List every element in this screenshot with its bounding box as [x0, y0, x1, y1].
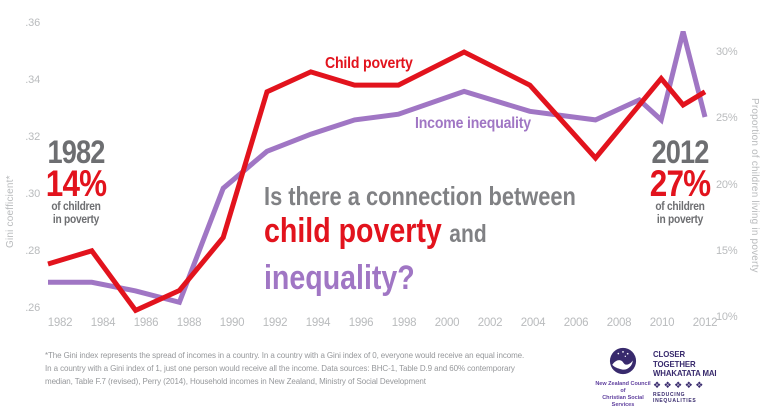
headline-and: and: [449, 220, 487, 248]
annotation-2012: 2012 27% of children in poverty: [649, 134, 711, 226]
headline-line1: Is there a connection between: [264, 181, 576, 211]
annotation-1982-sub2: in poverty: [52, 212, 100, 226]
nzccss-logo-icon: [609, 347, 637, 375]
gini-tick-label: .26: [25, 302, 40, 314]
year-tick-label: 1998: [391, 317, 417, 329]
year-tick-label: 2008: [606, 317, 632, 329]
annotation-1982-sub1: of children: [51, 199, 101, 213]
year-tick-label: 1990: [219, 317, 245, 329]
footnote-line1: *The Gini index represents the spread of…: [45, 351, 525, 360]
headline: Is there a connection between child pove…: [264, 182, 635, 297]
annotation-2012-percent: 27%: [649, 163, 711, 204]
headline-line2: child poverty and: [264, 212, 576, 257]
annotation-1982-percent: 14%: [45, 163, 107, 204]
gini-tick-label: .34: [25, 74, 40, 86]
annotation-2012-year: 2012: [651, 134, 709, 170]
annotation-2012-sub2: in poverty: [656, 212, 704, 226]
year-tick-label: 2012: [692, 317, 718, 329]
child-poverty-line: [47, 49, 707, 314]
income-inequality-line: [48, 30, 708, 306]
percent-tick-label: 10%: [716, 311, 738, 323]
percent-tick-label: 15%: [716, 245, 738, 257]
nzccss-logo-text1: New Zealand Council of: [595, 381, 651, 394]
headline-child-poverty: child poverty: [264, 212, 442, 250]
income-inequality-series-label: Income inequality: [415, 115, 531, 132]
footnote-line2: In a country with a Gini index of 1, jus…: [45, 364, 515, 373]
gini-tick-label: .30: [25, 188, 40, 200]
annotation-2012-sub1: of children: [655, 199, 705, 213]
year-tick-label: 1996: [348, 317, 374, 329]
gini-axis-title: Gini coefficient*: [5, 175, 16, 248]
percent-tick-label: 20%: [716, 179, 738, 191]
year-tick-label: 2006: [563, 317, 589, 329]
footnote-line3: median, Table F.7 (revised), Perry (2014…: [45, 377, 426, 386]
gini-tick-label: .36: [25, 17, 40, 29]
year-tick-label: 2004: [520, 317, 546, 329]
percent-tick-label: 25%: [716, 112, 738, 124]
gini-tick-label: .28: [25, 245, 40, 257]
diamond-pattern-icon: ❖❖❖❖❖: [653, 379, 706, 390]
annotation-1982: 1982 14% of children in poverty: [45, 134, 107, 226]
percent-tick-label: 30%: [716, 46, 738, 58]
closer-together-line3: REDUCING INEQUALITIES: [653, 391, 697, 404]
closer-together-logo: CLOSER TOGETHER WHAKATATA MAI ❖❖❖❖❖ REDU…: [653, 349, 723, 404]
year-tick-label: 1992: [262, 317, 288, 329]
closer-together-line1: CLOSER TOGETHER: [653, 349, 696, 369]
footnote: *The Gini index represents the spread of…: [45, 349, 524, 388]
child-poverty-series-label: Child poverty: [325, 55, 413, 72]
gini-tick-label: .32: [25, 131, 40, 143]
percent-axis-title: Proportion of children living in poverty: [749, 98, 760, 273]
year-tick-label: 1986: [133, 317, 159, 329]
annotation-1982-year: 1982: [47, 134, 105, 170]
headline-inequality: inequality?: [264, 259, 415, 297]
year-tick-label: 1984: [90, 317, 116, 329]
closer-together-line2: WHAKATATA MAI: [653, 368, 717, 378]
nzccss-logo: New Zealand Council of Christian Social …: [595, 347, 651, 407]
year-tick-label: 1982: [47, 317, 73, 329]
nzccss-logo-text2: Christian Social Services: [602, 395, 644, 407]
year-tick-label: 2010: [649, 317, 675, 329]
year-tick-label: 1988: [176, 317, 202, 329]
year-tick-label: 2002: [477, 317, 503, 329]
year-tick-label: 1994: [305, 317, 331, 329]
year-tick-label: 2000: [434, 317, 460, 329]
